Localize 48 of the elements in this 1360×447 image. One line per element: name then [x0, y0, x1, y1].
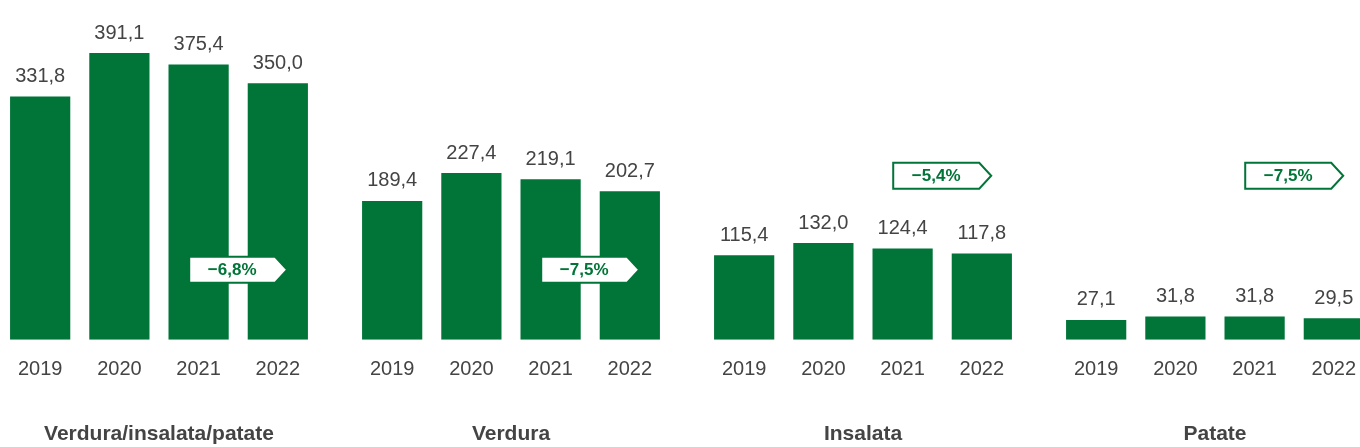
- x-tick-label: 2020: [97, 357, 142, 380]
- data-label: 391,1: [94, 20, 145, 43]
- x-tick-label: 2019: [721, 357, 767, 380]
- text: Verdura: [471, 421, 551, 445]
- text: Patate: [1183, 421, 1247, 445]
- x-tick-label: 2021: [880, 357, 925, 380]
- bar: [714, 255, 775, 340]
- x-tick-label: 2022: [255, 357, 301, 380]
- data-label: 29,5: [1314, 285, 1354, 308]
- x-tick-label: 2021: [528, 357, 573, 380]
- text: Verdura/insalata/patate: [44, 421, 274, 445]
- x-tick-label: 2022: [607, 357, 653, 380]
- x-tick-label: 2022: [959, 357, 1005, 380]
- data-label: 331,8: [15, 64, 66, 87]
- data-label: 31,8: [1235, 284, 1275, 306]
- x-tick-label: 2022: [1311, 357, 1357, 380]
- x-tick-label: 2019: [369, 357, 415, 380]
- x-tick-label: 2020: [449, 357, 494, 380]
- bar: [793, 243, 854, 340]
- text: −5,4%: [911, 166, 961, 186]
- annotation: −6,8%: [207, 260, 257, 280]
- data-label: 27,1: [1076, 287, 1116, 310]
- data-label: 117,8: [957, 220, 1007, 243]
- bar: [441, 173, 502, 340]
- data-label: 202,7: [604, 158, 655, 181]
- bar: [362, 200, 423, 340]
- data-label: 350,0: [252, 50, 303, 73]
- bar: [89, 53, 150, 340]
- data-label: 227,4: [446, 140, 497, 163]
- x-tick-label: 2021: [176, 357, 221, 380]
- data-label: 115,4: [719, 222, 769, 245]
- data-label: 189,4: [367, 168, 418, 191]
- bar: [951, 253, 1012, 340]
- data-label: 124,4: [877, 216, 928, 239]
- data-label: 219,1: [525, 146, 576, 169]
- x-tick-label: 2019: [1073, 357, 1119, 380]
- data-label: 375,4: [173, 32, 224, 55]
- x-tick-label: 2020: [1153, 357, 1198, 380]
- data-label: 132,0: [798, 210, 849, 233]
- x-tick-label: 2021: [1232, 357, 1277, 380]
- data-label: 31,8: [1155, 284, 1195, 306]
- bar: [10, 96, 71, 340]
- x-tick-label: 2020: [801, 357, 846, 380]
- bar: [872, 248, 933, 340]
- x-tick-label: 2019: [17, 357, 63, 380]
- annotation: −7,5%: [559, 260, 609, 280]
- text: −7,5%: [1263, 166, 1313, 186]
- text: Insalata: [823, 421, 903, 445]
